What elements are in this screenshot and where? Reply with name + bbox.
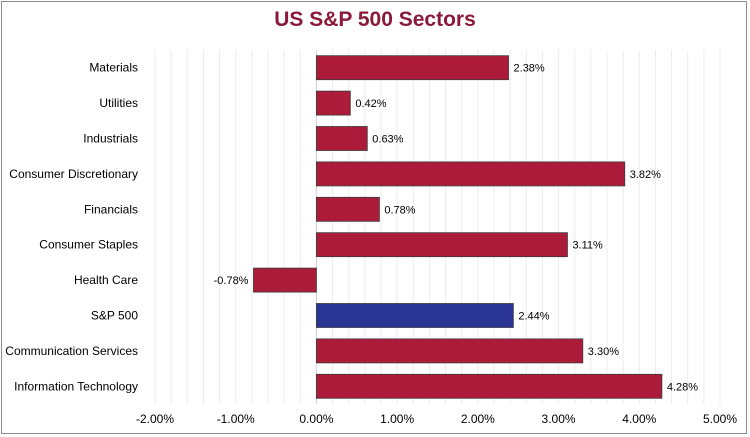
value-label: 3.30% bbox=[588, 346, 619, 358]
x-tick-label: 2.00% bbox=[461, 412, 495, 426]
category-label: Industrials bbox=[83, 132, 138, 146]
bar-utilities bbox=[316, 90, 351, 116]
value-label: 0.63% bbox=[372, 134, 403, 146]
x-axis-tick-labels: -2.00% -1.00% 0.00% 1.00% 2.00% 3.00% 4.00% 5.0… bbox=[136, 412, 737, 426]
value-label: 2.44% bbox=[518, 311, 549, 323]
category-label: Information Technology bbox=[14, 379, 138, 393]
x-tick-label: 3.00% bbox=[542, 412, 576, 426]
category-label: S&P 500 bbox=[91, 309, 138, 323]
category-label: Financials bbox=[84, 202, 138, 216]
bar-industrials bbox=[316, 126, 368, 151]
value-label: 3.11% bbox=[572, 240, 603, 252]
value-label: 0.78% bbox=[384, 204, 415, 216]
category-label: Health Care bbox=[74, 273, 138, 287]
value-label: 3.82% bbox=[630, 169, 661, 181]
value-labels: 2.38% 0.42% 0.63% 3.82% 0.78% 3.11% -0.78% 2.44… bbox=[214, 63, 699, 394]
category-labels: Materials Utilities Industrials Consumer Di… bbox=[5, 61, 138, 394]
bar-communication-services bbox=[316, 338, 584, 364]
value-label: 4.28% bbox=[667, 381, 698, 393]
value-label: 2.38% bbox=[514, 63, 545, 75]
bar-consumer-staples bbox=[316, 232, 568, 258]
x-tick-label: 1.00% bbox=[380, 412, 414, 426]
category-label: Utilities bbox=[99, 96, 138, 110]
chart-title: US S&P 500 Sectors bbox=[274, 8, 476, 31]
bar-materials bbox=[316, 55, 509, 81]
value-label: -0.78% bbox=[214, 275, 249, 287]
category-label: Consumer Staples bbox=[39, 238, 138, 252]
bar-consumer-discretionary bbox=[316, 161, 626, 187]
x-tick-label: 4.00% bbox=[622, 412, 656, 426]
category-label: Communication Services bbox=[5, 344, 138, 358]
bar-financials bbox=[316, 196, 380, 222]
x-tick-label: 0.00% bbox=[299, 412, 333, 426]
bar-s-p-500 bbox=[316, 303, 514, 328]
x-tick-label: -1.00% bbox=[217, 412, 255, 426]
category-label: Consumer Discretionary bbox=[9, 167, 138, 181]
bar-health-care bbox=[253, 267, 317, 293]
x-tick-label: -2.00% bbox=[136, 412, 174, 426]
x-tick-label: 5.00% bbox=[703, 412, 737, 426]
bars bbox=[253, 55, 663, 399]
category-label: Materials bbox=[89, 61, 138, 75]
value-label: 0.42% bbox=[355, 98, 386, 110]
bar-information-technology bbox=[316, 373, 663, 399]
